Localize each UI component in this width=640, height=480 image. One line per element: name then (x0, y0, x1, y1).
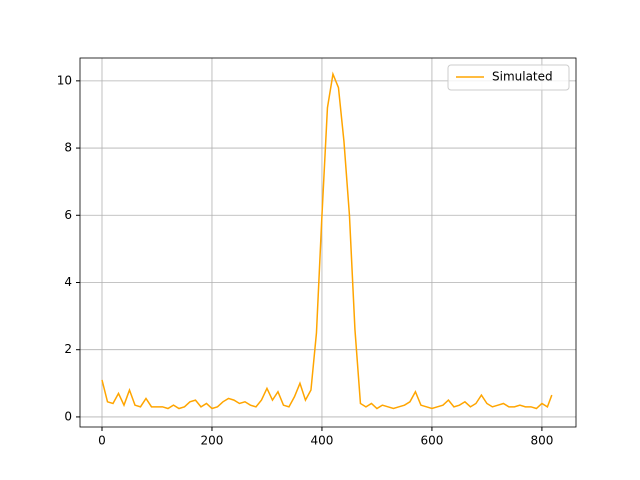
x-tick-label: 200 (201, 434, 224, 448)
y-tick-label: 0 (64, 409, 72, 423)
x-tick-label: 800 (530, 434, 553, 448)
y-tick-label: 4 (64, 275, 72, 289)
x-tick-label: 600 (420, 434, 443, 448)
x-tick-label: 0 (98, 434, 106, 448)
legend-label: Simulated (492, 70, 553, 84)
y-tick-label: 8 (64, 141, 72, 155)
y-tick-label: 2 (64, 342, 72, 356)
y-tick-label: 6 (64, 208, 72, 222)
x-tick-label: 400 (310, 434, 333, 448)
legend-box (447, 64, 570, 91)
line (101, 71, 553, 410)
plot-frame (79, 57, 577, 428)
y-tick-label: 10 (57, 73, 72, 87)
